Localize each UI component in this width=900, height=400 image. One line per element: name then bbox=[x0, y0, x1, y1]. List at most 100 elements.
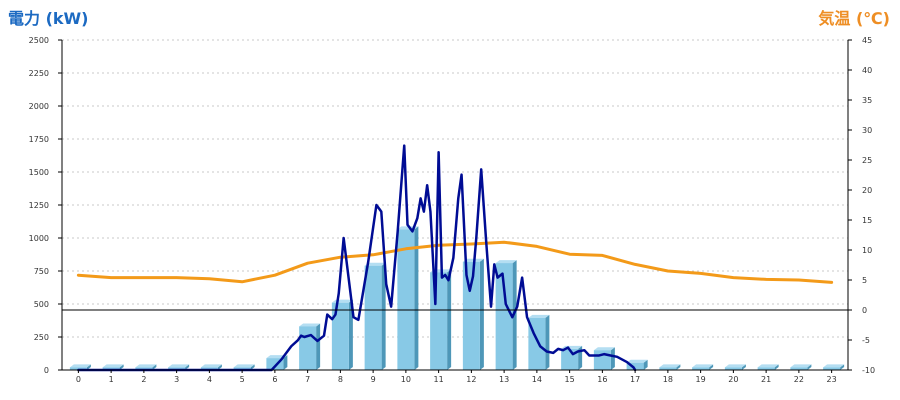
power-bars bbox=[69, 226, 845, 370]
x-tick-label: 19 bbox=[696, 375, 706, 384]
bar-side bbox=[774, 364, 779, 370]
bar-face bbox=[69, 367, 87, 370]
x-tick-labels: 0 1 2 3 4 5 6 7 8 9 10 11 12 13 14 15 16 17 18 19 20 21 22 23 bbox=[76, 375, 837, 384]
x-tick-label: 22 bbox=[794, 375, 804, 384]
bar-face bbox=[364, 265, 382, 370]
bar-side bbox=[86, 364, 91, 370]
right-tick-label: 10 bbox=[862, 246, 872, 255]
bar-19 bbox=[692, 364, 714, 370]
x-tick-label: 16 bbox=[597, 375, 607, 384]
bar-top bbox=[364, 262, 386, 266]
bar-top bbox=[135, 364, 157, 368]
x-tick-label: 20 bbox=[728, 375, 738, 384]
bar-face bbox=[397, 229, 415, 370]
x-tick-label: 14 bbox=[532, 375, 542, 384]
right-axis-title: 気温 (℃) bbox=[818, 9, 890, 28]
power-series bbox=[77, 144, 637, 372]
bar-face bbox=[266, 358, 284, 370]
bar-top bbox=[528, 314, 550, 318]
bar-20 bbox=[724, 364, 746, 370]
x-tick-label: 9 bbox=[371, 375, 376, 384]
bar-face bbox=[626, 362, 644, 370]
bar-side bbox=[316, 323, 321, 370]
right-tick-label: 30 bbox=[862, 126, 872, 135]
bar-8 bbox=[331, 299, 353, 370]
left-tick-label: 1250 bbox=[29, 201, 49, 210]
bar-side bbox=[283, 355, 288, 370]
bar-top bbox=[200, 364, 222, 368]
bar-16 bbox=[593, 347, 615, 370]
bar-top bbox=[102, 364, 124, 368]
left-tick-label: 250 bbox=[34, 333, 49, 342]
x-tick-label: 7 bbox=[305, 375, 310, 384]
bar-2 bbox=[135, 364, 157, 370]
bar-face bbox=[102, 367, 120, 370]
left-tick-label: 2250 bbox=[29, 69, 49, 78]
right-tick-label: 0 bbox=[862, 306, 867, 315]
right-tick-label: -5 bbox=[862, 336, 870, 345]
bar-top bbox=[626, 359, 648, 363]
right-tick-label: 20 bbox=[862, 186, 872, 195]
bar-top bbox=[299, 323, 321, 327]
left-tick-label: 1000 bbox=[29, 234, 49, 243]
bar-top bbox=[692, 364, 714, 368]
left-tick-label: 2000 bbox=[29, 102, 49, 111]
bar-top bbox=[593, 347, 615, 351]
bar-0 bbox=[69, 364, 91, 370]
bar-top bbox=[823, 364, 845, 368]
bar-side bbox=[348, 299, 353, 370]
bar-face bbox=[593, 350, 611, 370]
bar-top bbox=[724, 364, 746, 368]
bar-side bbox=[217, 364, 222, 370]
right-tick-label: -10 bbox=[862, 366, 875, 375]
bar-12 bbox=[462, 258, 484, 370]
bar-top bbox=[659, 364, 681, 368]
bar-side bbox=[250, 364, 255, 370]
bar-side bbox=[741, 364, 746, 370]
left-tick-label: 1750 bbox=[29, 135, 49, 144]
bar-side bbox=[807, 364, 812, 370]
left-tick-label: 500 bbox=[34, 300, 49, 309]
x-tick-label: 17 bbox=[630, 375, 640, 384]
bar-face bbox=[168, 367, 186, 370]
x-tick-label: 21 bbox=[761, 375, 771, 384]
bar-top bbox=[69, 364, 91, 368]
bar-top bbox=[168, 364, 190, 368]
power-line bbox=[77, 144, 637, 372]
bar-side bbox=[610, 347, 615, 370]
x-tick-label: 18 bbox=[663, 375, 673, 384]
right-tick-label: 45 bbox=[862, 36, 872, 45]
bar-17 bbox=[626, 359, 648, 370]
bar-side bbox=[709, 364, 714, 370]
right-tick-label: 25 bbox=[862, 156, 872, 165]
bar-22 bbox=[790, 364, 812, 370]
right-tick-label: 15 bbox=[862, 216, 872, 225]
bar-7 bbox=[299, 323, 321, 370]
bar-face bbox=[430, 272, 448, 370]
x-tick-label: 6 bbox=[272, 375, 277, 384]
x-tick-label: 15 bbox=[565, 375, 575, 384]
bar-side bbox=[447, 269, 452, 370]
right-tick-label: 5 bbox=[862, 276, 867, 285]
bar-side bbox=[152, 364, 157, 370]
left-tick-label: 0 bbox=[44, 366, 49, 375]
x-tick-label: 12 bbox=[466, 375, 476, 384]
bar-face bbox=[659, 367, 677, 370]
bar-face bbox=[757, 367, 775, 370]
bar-face bbox=[135, 367, 153, 370]
bar-top bbox=[495, 260, 517, 264]
bar-18 bbox=[659, 364, 681, 370]
right-tick-label: 40 bbox=[862, 66, 872, 75]
bar-21 bbox=[757, 364, 779, 370]
bar-side bbox=[381, 262, 386, 370]
bar-face bbox=[692, 367, 710, 370]
axes bbox=[58, 39, 852, 373]
bar-5 bbox=[233, 364, 255, 370]
bar-face bbox=[724, 367, 742, 370]
left-tick-labels: 0 250 500 750 1000 1250 1500 1750 2000 2250 2500 bbox=[29, 36, 49, 375]
x-tick-label: 2 bbox=[141, 375, 146, 384]
x-tick-label: 11 bbox=[434, 375, 444, 384]
left-tick-label: 2500 bbox=[29, 36, 49, 45]
bar-side bbox=[414, 226, 419, 370]
bar-face bbox=[823, 367, 841, 370]
